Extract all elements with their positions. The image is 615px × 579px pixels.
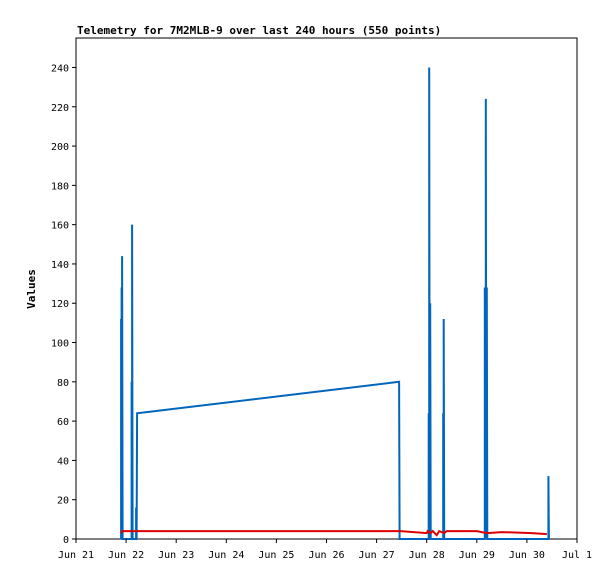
y-tick-label: 60 <box>57 417 69 428</box>
y-axis: 0 20 40 60 80 100 120 140 160 180 200 220 240 <box>51 63 76 546</box>
x-axis: Jun 21 Jun 22 Jun 23 Jun 24 Jun 25 Jun 26 Jun … <box>58 539 592 561</box>
y-tick-label: 200 <box>51 142 69 153</box>
y-tick-label: 220 <box>51 103 69 114</box>
x-tick-label: Jun 27 <box>359 550 395 561</box>
series-line-1 <box>120 67 550 540</box>
x-tick-label: Jun 24 <box>208 550 244 561</box>
y-tick-label: 100 <box>51 339 69 350</box>
x-tick-label: Jun 29 <box>459 550 495 561</box>
chart-title: Telemetry for 7M2MLB-9 over last 240 hou… <box>77 24 441 37</box>
series-line-2 <box>120 529 547 537</box>
y-tick-label: 40 <box>57 456 69 467</box>
y-tick-label: 160 <box>51 221 69 232</box>
x-tick-label: Jun 25 <box>258 550 294 561</box>
y-tick-label: 180 <box>51 181 69 192</box>
x-tick-label: Jun 21 <box>58 550 94 561</box>
plot-frame <box>75 37 578 540</box>
y-tick-label: 240 <box>51 63 69 74</box>
y-tick-label: 80 <box>57 378 69 389</box>
y-tick-label: 20 <box>57 496 69 507</box>
series-layer <box>120 67 550 540</box>
x-tick-label: Jun 23 <box>158 550 194 561</box>
y-tick-label: 0 <box>63 535 69 546</box>
x-tick-label: Jun 22 <box>108 550 144 561</box>
x-tick-label: Jun 30 <box>509 550 545 561</box>
x-tick-label: Jun 26 <box>308 550 344 561</box>
y-axis-label: Values <box>25 269 38 309</box>
x-tick-label: Jul 1 <box>562 550 592 561</box>
y-tick-label: 140 <box>51 260 69 271</box>
x-tick-label: Jun 28 <box>409 550 445 561</box>
y-tick-label: 120 <box>51 299 69 310</box>
